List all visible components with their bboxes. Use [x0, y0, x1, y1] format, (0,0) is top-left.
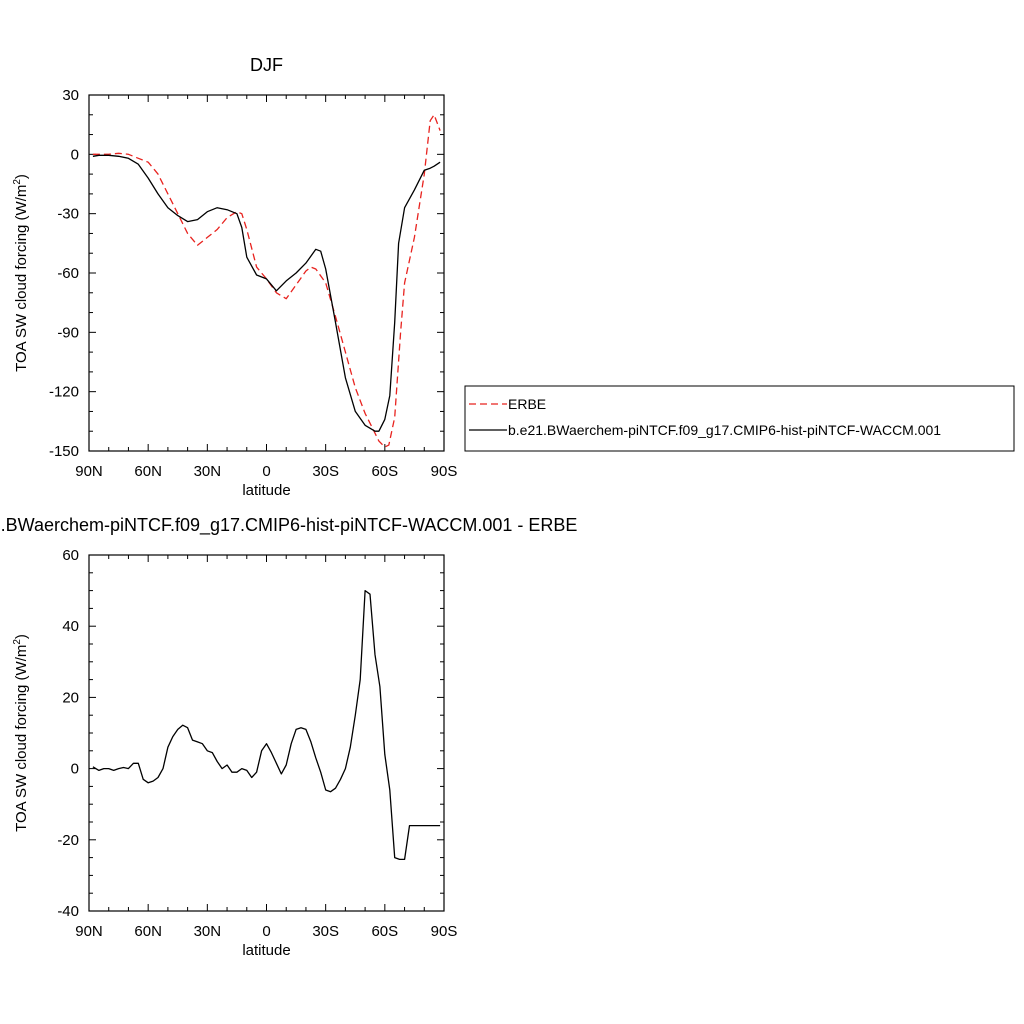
y-tick-label: -150 — [49, 443, 79, 460]
x-tick-label: 90N — [75, 923, 103, 940]
plot-frame — [88, 94, 445, 452]
y-tick-label: -60 — [57, 265, 79, 282]
y-tick-label: 0 — [71, 146, 79, 163]
x-tick-label: 60S — [371, 463, 398, 480]
x-tick-label: 0 — [262, 923, 270, 940]
series-line-1 — [92, 154, 441, 432]
y-tick-label: -120 — [49, 384, 79, 401]
y-axis-title-text: TOA SW cloud forcing (W/m — [13, 185, 30, 372]
y-axis-title-sup: 2 — [12, 179, 23, 185]
y-tick-label: -20 — [57, 832, 79, 849]
x-tick-label: 30S — [312, 923, 339, 940]
x-tick-label: 60S — [371, 923, 398, 940]
x-tick-label: 90S — [431, 923, 458, 940]
y-axis-title-text: TOA SW cloud forcing (W/m — [13, 645, 30, 832]
y-tick-label: -40 — [57, 903, 79, 920]
y-tick-label: -30 — [57, 206, 79, 223]
plot-frame — [88, 554, 445, 912]
bottom-plot: b.e21.BWaerchem-piNTCF.f09_g17.CMIP6-his… — [0, 515, 577, 959]
top-plot: DJF 90N 60N 30N 0 30S 60S 90S 30 0 -30 -60 -90 -120 -1… — [12, 55, 1015, 499]
y-tick-label: 40 — [62, 618, 79, 635]
y-tick-label: 60 — [62, 547, 79, 564]
series-line-0 — [92, 114, 441, 448]
x-tick-label: 60N — [134, 923, 162, 940]
x-tick-label: 30S — [312, 463, 339, 480]
x-axis-title: latitude — [242, 942, 290, 959]
x-tick-label: 90N — [75, 463, 103, 480]
x-tick-label: 0 — [262, 463, 270, 480]
y-tick-label: 0 — [71, 761, 79, 778]
y-axis-title: TOA SW cloud forcing (W/m2) — [12, 634, 30, 832]
y-axis-title: TOA SW cloud forcing (W/m2) — [12, 174, 30, 372]
x-tick-label: 30N — [194, 463, 222, 480]
y-tick-label: 20 — [62, 689, 79, 706]
x-axis-title: latitude — [242, 482, 290, 499]
legend-label: ERBE — [508, 396, 546, 412]
y-tick-label: -90 — [57, 324, 79, 341]
y-tick-label: 30 — [62, 87, 79, 104]
plot-title: DJF — [250, 55, 283, 75]
x-tick-label: 60N — [134, 463, 162, 480]
series-line-0 — [92, 589, 441, 861]
legend-box — [464, 385, 1015, 452]
y-axis-title-sup: 2 — [12, 639, 23, 645]
plot-title: b.e21.BWaerchem-piNTCF.f09_g17.CMIP6-his… — [0, 515, 577, 536]
y-axis-title-end: ) — [13, 634, 30, 639]
legend-label: b.e21.BWaerchem-piNTCF.f09_g17.CMIP6-his… — [508, 422, 941, 438]
x-tick-label: 90S — [431, 463, 458, 480]
x-tick-label: 30N — [194, 923, 222, 940]
y-axis-title-end: ) — [13, 174, 30, 179]
